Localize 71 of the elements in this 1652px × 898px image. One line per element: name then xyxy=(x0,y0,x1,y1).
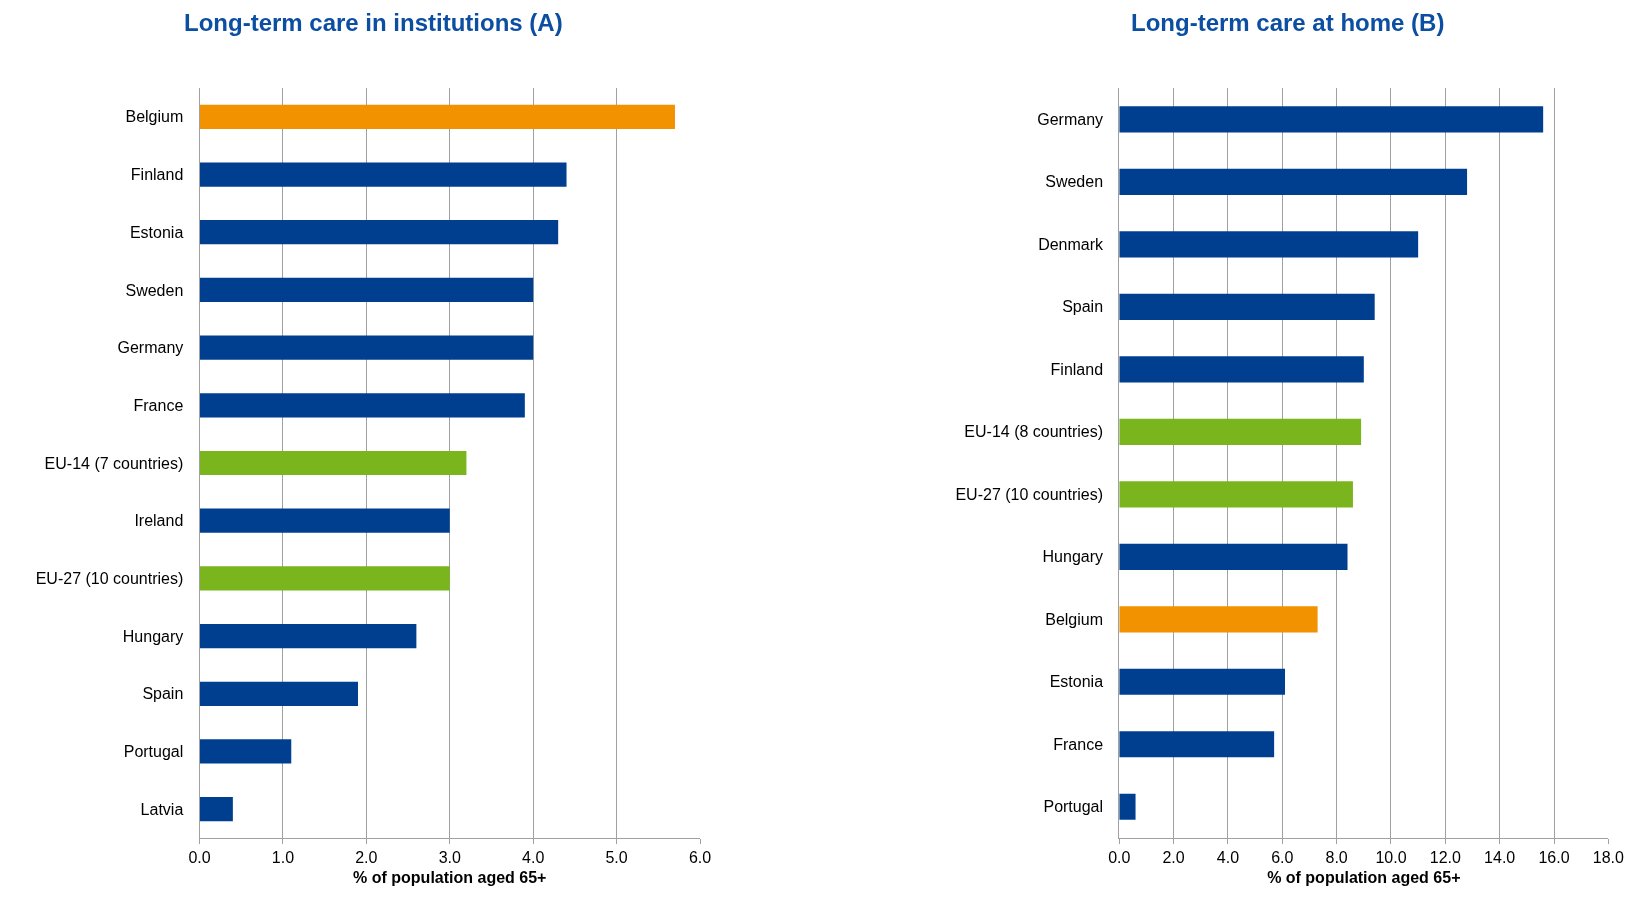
bar xyxy=(199,508,450,533)
x-tick-label: 0.0 xyxy=(188,849,211,867)
bar xyxy=(199,797,233,822)
bar xyxy=(1119,231,1419,258)
y-tick-label: Sweden xyxy=(125,281,184,299)
bar xyxy=(1119,543,1348,570)
chart-title: Long-term care at home (B) xyxy=(1131,9,1445,36)
bar xyxy=(1119,481,1353,508)
y-tick-label: EU-27 (10 countries) xyxy=(955,485,1104,503)
bar xyxy=(199,393,525,418)
bar xyxy=(1119,106,1544,133)
bar xyxy=(199,104,675,129)
y-tick-label: Finland xyxy=(130,166,184,184)
bar xyxy=(1119,418,1362,445)
bar xyxy=(1119,606,1318,633)
y-tick-label: Spain xyxy=(142,685,184,703)
bar xyxy=(199,450,467,476)
x-tick-label: 16.0 xyxy=(1538,849,1570,867)
x-tick-label: 12.0 xyxy=(1429,849,1461,867)
y-tick-label: Portugal xyxy=(123,743,184,761)
bar xyxy=(199,277,534,303)
y-tick-label: France xyxy=(133,396,184,414)
chart-title: Long-term care in institutions (A) xyxy=(184,9,563,36)
x-tick-label: 4.0 xyxy=(522,849,545,867)
y-tick-label: Denmark xyxy=(1038,235,1105,253)
y-tick-label: EU-27 (10 countries) xyxy=(35,569,184,587)
y-tick-label: Hungary xyxy=(122,627,184,645)
y-tick-label: Finland xyxy=(1050,360,1104,378)
bar xyxy=(199,220,559,245)
y-tick-label: Latvia xyxy=(140,800,184,818)
x-tick-label: 3.0 xyxy=(438,849,461,867)
bar xyxy=(1119,293,1375,320)
x-axis-title: % of population aged 65+ xyxy=(1267,868,1461,886)
x-tick-label: 8.0 xyxy=(1325,849,1348,867)
x-tick-label: 0.0 xyxy=(1108,849,1131,867)
x-tick-label: 5.0 xyxy=(605,849,628,867)
x-tick-label: 14.0 xyxy=(1484,849,1516,867)
y-tick-label: Estonia xyxy=(129,223,184,241)
y-tick-label: Sweden xyxy=(1045,173,1104,191)
bar xyxy=(199,623,417,649)
bar xyxy=(1119,168,1468,195)
x-tick-label: 6.0 xyxy=(1271,849,1294,867)
y-tick-label: Portugal xyxy=(1043,798,1104,816)
bar xyxy=(1119,793,1136,820)
y-tick-label: Germany xyxy=(117,339,184,357)
bar xyxy=(199,162,567,187)
y-tick-label: Belgium xyxy=(1045,610,1104,628)
bar xyxy=(1119,356,1364,383)
bar xyxy=(199,566,450,591)
y-tick-label: Belgium xyxy=(125,108,184,126)
y-tick-label: EU-14 (7 countries) xyxy=(44,454,184,472)
x-tick-label: 10.0 xyxy=(1375,849,1407,867)
bar xyxy=(199,335,534,360)
x-tick-label: 2.0 xyxy=(355,849,378,867)
x-tick-label: 2.0 xyxy=(1162,849,1185,867)
bar xyxy=(1119,731,1275,758)
y-tick-label: Spain xyxy=(1062,298,1104,316)
y-tick-label: Germany xyxy=(1037,110,1104,128)
bar xyxy=(199,681,358,706)
x-axis-title: % of population aged 65+ xyxy=(353,868,547,886)
x-tick-label: 6.0 xyxy=(688,849,712,867)
y-tick-label: France xyxy=(1053,735,1104,753)
y-tick-label: Hungary xyxy=(1042,548,1104,566)
y-tick-label: EU-14 (8 countries) xyxy=(964,423,1104,441)
bar xyxy=(199,739,292,764)
bar xyxy=(1119,668,1286,695)
x-tick-label: 4.0 xyxy=(1216,849,1240,867)
y-tick-label: Estonia xyxy=(1049,673,1104,691)
x-tick-label: 18.0 xyxy=(1592,849,1625,867)
x-tick-label: 1.0 xyxy=(271,849,295,867)
y-tick-label: Ireland xyxy=(134,512,184,530)
